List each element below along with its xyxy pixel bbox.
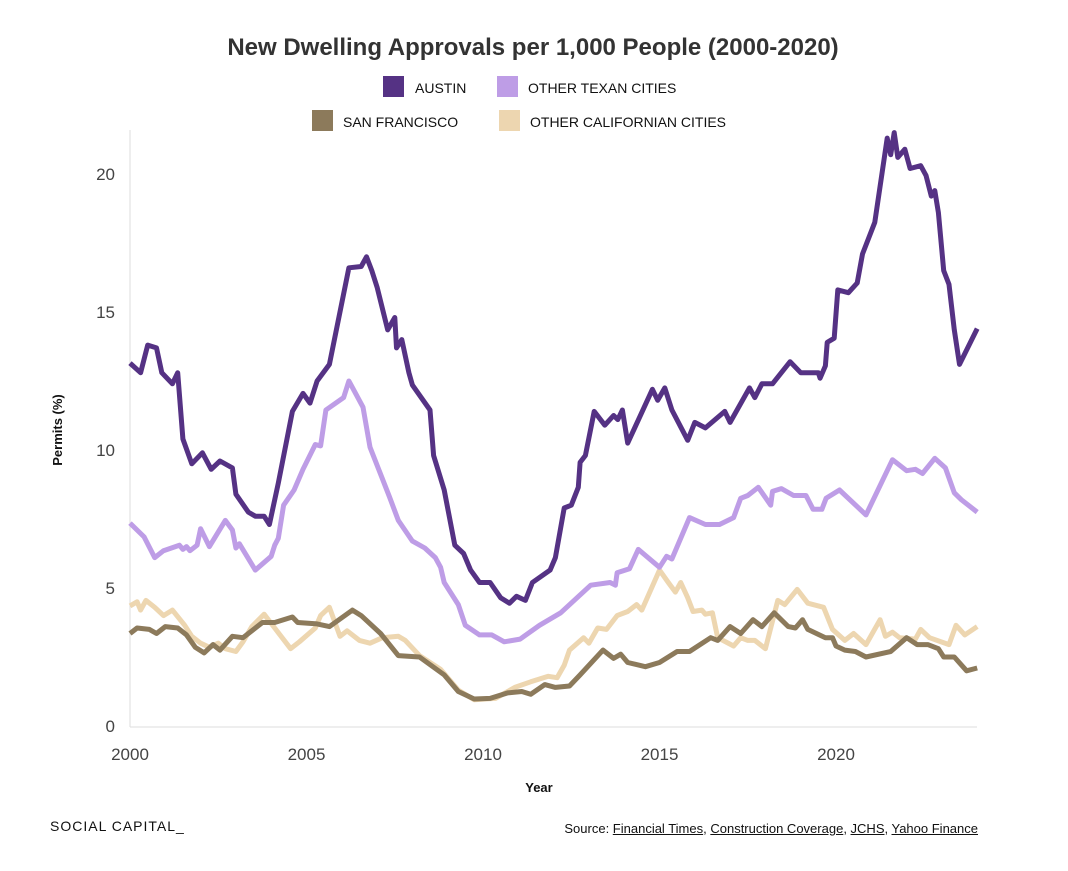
x-tick-labels: 2000 2005 2010 2015 2020 bbox=[111, 745, 855, 764]
chart-title: New Dwelling Approvals per 1,000 People … bbox=[227, 34, 838, 61]
x-axis-label: Year bbox=[525, 780, 552, 795]
series-line-san-francisco bbox=[128, 607, 978, 702]
source-link-financial-times[interactable]: Financial Times bbox=[612, 821, 704, 836]
series-line-other-texan-cities bbox=[128, 378, 979, 645]
y-tick-label: 5 bbox=[106, 579, 115, 598]
x-tick-label: 2015 bbox=[641, 745, 679, 764]
source-link-jchs[interactable]: JCHS bbox=[850, 821, 885, 836]
y-tick-label: 0 bbox=[106, 717, 115, 736]
legend-swatch-other-californian bbox=[499, 110, 520, 131]
legend-label-other-californian: OTHER CALIFORNIAN CITIES bbox=[530, 114, 726, 130]
x-tick-label: 2000 bbox=[111, 745, 149, 764]
x-tick-label: 2020 bbox=[817, 745, 855, 764]
legend-label-other-texan: OTHER TEXAN CITIES bbox=[528, 80, 676, 96]
legend: AUSTIN OTHER TEXAN CITIES SAN FRANCISCO … bbox=[312, 76, 726, 131]
source-prefix: Source: bbox=[564, 821, 613, 836]
legend-swatch-san-francisco bbox=[312, 110, 333, 131]
series-group bbox=[128, 130, 980, 703]
source-note: Source: Financial Times, Construction Co… bbox=[564, 821, 978, 836]
y-axis-label: Permits (%) bbox=[50, 394, 65, 466]
source-link-construction-coverage[interactable]: Construction Coverage bbox=[710, 821, 844, 836]
legend-swatch-austin bbox=[383, 76, 404, 97]
x-tick-label: 2005 bbox=[288, 745, 326, 764]
source-link-yahoo-finance[interactable]: Yahoo Finance bbox=[891, 821, 979, 836]
legend-swatch-other-texan bbox=[497, 76, 518, 97]
y-tick-label: 10 bbox=[96, 441, 115, 460]
y-tick-labels: 0 5 10 15 20 bbox=[96, 165, 115, 736]
legend-label-austin: AUSTIN bbox=[415, 80, 466, 96]
series-line-other-californian-cities bbox=[128, 567, 979, 703]
y-tick-label: 20 bbox=[96, 165, 115, 184]
x-tick-label: 2010 bbox=[464, 745, 502, 764]
series-line-austin bbox=[128, 130, 980, 606]
y-tick-label: 15 bbox=[96, 303, 115, 322]
legend-label-san-francisco: SAN FRANCISCO bbox=[343, 114, 458, 130]
brand-logo-text: SOCIAL CAPITAL_ bbox=[50, 818, 185, 834]
